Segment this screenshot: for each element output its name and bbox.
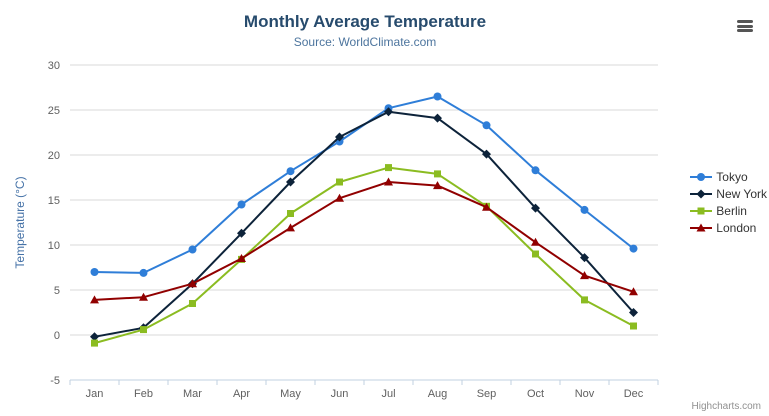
legend: Tokyo New York Berlin London [690, 170, 767, 235]
series-london-marker[interactable] [531, 237, 540, 246]
series-tokyo-marker[interactable] [531, 166, 540, 175]
chart-title: Monthly Average Temperature [243, 12, 487, 31]
hamburger-bar [737, 24, 753, 28]
x-axis-label: Jan [86, 388, 104, 400]
legend-symbol-berlin [690, 207, 713, 215]
series-london-marker[interactable] [433, 181, 442, 190]
legend-item-new-york[interactable]: New York [690, 187, 767, 201]
y-axis-label: 30 [48, 60, 60, 72]
series-new-york-line [94, 110, 635, 338]
series-new-york-marker[interactable] [433, 113, 442, 123]
legend-marker-berlin [697, 207, 705, 215]
y-axis-label: -5 [50, 375, 60, 387]
series-london-marker[interactable] [629, 287, 638, 296]
x-axis-label: Dec [624, 388, 644, 400]
series-london-line [94, 181, 634, 301]
series-tokyo-marker[interactable] [433, 92, 442, 101]
series-new-york-marker[interactable] [482, 149, 491, 159]
x-axis-label: Nov [575, 388, 595, 400]
legend-symbol-new-york [690, 189, 713, 199]
hamburger-bar [737, 29, 753, 32]
series-tokyo-marker[interactable] [286, 167, 295, 176]
series-london-marker[interactable] [384, 177, 393, 186]
series-tokyo-line [94, 95, 635, 274]
series-tokyo-marker[interactable] [237, 200, 246, 209]
legend-item-berlin[interactable]: Berlin [690, 204, 767, 218]
series-london-marker[interactable] [335, 193, 344, 202]
x-axis-label: Mar [183, 388, 202, 400]
x-axis-label: May [280, 388, 301, 400]
series-tokyo-marker[interactable] [188, 245, 197, 254]
legend-symbol-tokyo [690, 173, 713, 181]
series-tokyo-marker[interactable] [482, 121, 491, 130]
series-london-marker[interactable] [580, 271, 589, 280]
series-london[interactable] [90, 177, 638, 304]
series-tokyo-marker[interactable] [580, 205, 589, 214]
series-new-york-marker[interactable] [335, 132, 344, 142]
series-london-marker[interactable] [139, 292, 148, 301]
series-berlin-marker[interactable] [336, 178, 343, 186]
series-tokyo-marker[interactable] [629, 244, 638, 253]
series-new-york-marker[interactable] [580, 253, 589, 263]
legend-item-london[interactable]: London [690, 221, 767, 235]
x-axis-label: Sep [477, 388, 497, 400]
series-tokyo-marker[interactable] [90, 268, 99, 276]
series-tokyo[interactable] [90, 92, 638, 277]
x-axis-label: Apr [233, 388, 250, 400]
chart-subtitle: Source: WorldClimate.com [293, 35, 437, 49]
hamburger-bar [737, 20, 753, 23]
credits-link[interactable]: Highcharts.com [691, 401, 761, 412]
y-axis-label: 25 [48, 105, 60, 117]
legend-marker-new-york [696, 189, 706, 199]
series-berlin-marker[interactable] [630, 322, 637, 330]
y-axis-label: 0 [54, 330, 60, 342]
series-london-marker[interactable] [237, 254, 246, 262]
y-axis-label: 20 [48, 150, 60, 162]
series-tokyo-marker[interactable] [139, 268, 148, 277]
series-berlin-marker[interactable] [434, 170, 441, 178]
series-london-marker[interactable] [286, 223, 295, 232]
series-new-york-marker[interactable] [531, 203, 540, 213]
x-axis-label: Jun [331, 388, 349, 400]
hamburger-export-menu-icon[interactable] [737, 20, 753, 32]
series-london-marker[interactable] [188, 279, 197, 288]
series-berlin-marker[interactable] [91, 339, 98, 347]
y-axis-label: 5 [54, 285, 60, 297]
series-new-york-marker[interactable] [286, 177, 295, 187]
series-new-york-marker[interactable] [90, 332, 99, 342]
series-new-york[interactable] [90, 107, 638, 342]
legend-label-berlin: Berlin [716, 204, 747, 218]
y-axis-label: 15 [48, 195, 60, 207]
y-axis-title: Temperature (°C) [13, 176, 27, 268]
x-axis-label: Oct [527, 388, 544, 400]
series-berlin-marker[interactable] [581, 296, 588, 304]
legend-item-tokyo[interactable]: Tokyo [690, 170, 767, 184]
y-axis-label: 10 [48, 240, 60, 252]
series-london-marker[interactable] [482, 202, 491, 211]
series-new-york-marker[interactable] [629, 308, 638, 317]
x-axis-label: Jul [381, 388, 395, 400]
legend-marker-london [696, 223, 706, 232]
series-new-york-marker[interactable] [384, 107, 393, 117]
legend-marker-tokyo [697, 173, 706, 181]
legend-label-tokyo: Tokyo [716, 170, 748, 184]
series-berlin-line [94, 166, 634, 345]
legend-symbol-london [690, 223, 713, 232]
series-new-york-marker[interactable] [237, 228, 246, 238]
legend-label-london: London [716, 221, 757, 235]
series-berlin-marker[interactable] [532, 250, 539, 258]
series-berlin-marker[interactable] [287, 210, 294, 217]
series-berlin-marker[interactable] [385, 164, 392, 172]
series-london-marker[interactable] [90, 295, 99, 304]
x-axis-label: Aug [428, 388, 448, 400]
legend-label-new-york: New York [716, 187, 767, 201]
x-axis-label: Feb [134, 388, 153, 400]
series-berlin-marker[interactable] [189, 300, 196, 307]
series-berlin-marker[interactable] [140, 326, 147, 334]
